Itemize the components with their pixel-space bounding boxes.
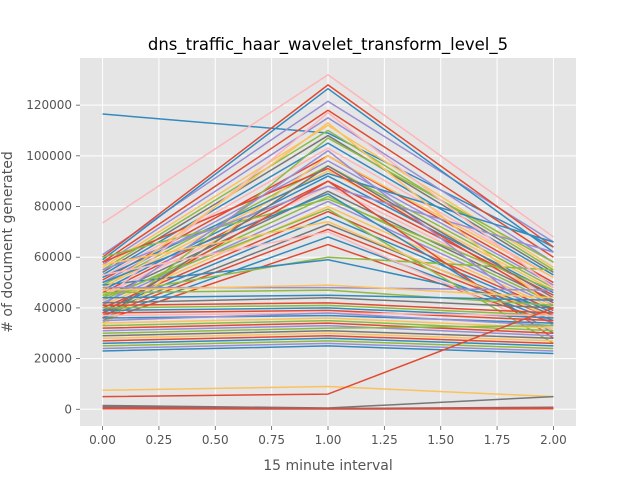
- series-line-65: [102, 332, 554, 342]
- series-line-23: [102, 205, 554, 309]
- series-line-35: [102, 167, 554, 304]
- series-line-24: [102, 210, 554, 312]
- x-tick-label: 0.75: [258, 433, 285, 447]
- series-line-43: [102, 150, 554, 327]
- series-line-27: [102, 228, 554, 319]
- series-line-16: [102, 170, 554, 291]
- series-line-63: [102, 324, 554, 334]
- series-line-52: [102, 302, 554, 314]
- series-line-5: [102, 87, 554, 261]
- series-line-28: [102, 236, 554, 322]
- series-line-67: [102, 337, 554, 347]
- series-line-45: [102, 220, 554, 319]
- series-line-68: [102, 340, 554, 350]
- y-ticks: 0 20000 40000 60000 80000 100000 120000: [26, 98, 80, 416]
- series-line-31: [102, 258, 554, 309]
- series-line-6: [102, 109, 554, 263]
- series-line-48: [102, 284, 554, 299]
- series-line-44: [102, 165, 554, 319]
- series-line-32: [102, 137, 554, 324]
- series-line-62: [102, 324, 554, 337]
- series-line-29: [102, 243, 554, 324]
- series-line-9: [102, 129, 554, 271]
- x-tick-label: 1.75: [484, 433, 511, 447]
- y-tick-label: 60000: [34, 250, 72, 264]
- series-line-57: [102, 314, 554, 324]
- y-tick-label: 40000: [34, 301, 72, 315]
- x-tick-label: 1.25: [371, 433, 398, 447]
- series-line-60: [102, 319, 554, 332]
- y-tick-label: 120000: [26, 98, 72, 112]
- y-tick-label: 100000: [26, 149, 72, 163]
- y-tick-label: 20000: [34, 352, 72, 366]
- series-line-64: [102, 329, 554, 340]
- series-line-46: [102, 231, 554, 332]
- series-line-58: [102, 312, 554, 327]
- series-line-70: [102, 345, 554, 355]
- series-line-25: [102, 215, 554, 314]
- x-tick-label: 0.50: [202, 433, 229, 447]
- series-line-72: [102, 307, 554, 398]
- series-line-51: [102, 297, 554, 309]
- x-tick-label: 1.00: [315, 433, 342, 447]
- series-line-49: [102, 289, 554, 307]
- series-line-2: [102, 73, 554, 238]
- x-ticks: 0.00 0.25 0.50 0.75 1.00 1.25 1.50 1.75 2.00: [89, 426, 567, 447]
- x-tick-label: 1.50: [427, 433, 454, 447]
- y-axis-label: # of document generated: [0, 151, 16, 333]
- series-line-4: [102, 84, 554, 258]
- x-tick-label: 2.00: [540, 433, 567, 447]
- series-line-7: [102, 117, 554, 266]
- series-line-34: [102, 172, 554, 279]
- series-line-50: [102, 294, 554, 302]
- x-axis-label: 15 minute interval: [263, 458, 392, 474]
- series-line-47: [102, 286, 554, 291]
- y-tick-label: 80000: [34, 200, 72, 214]
- series-line-71: [102, 385, 554, 398]
- x-tick-label: 0.25: [146, 433, 173, 447]
- series-line-38: [102, 111, 554, 301]
- y-tick-label: 0: [64, 402, 72, 416]
- series-line-59: [102, 317, 554, 329]
- series-line-66: [102, 335, 554, 345]
- series-layer: [102, 73, 554, 410]
- chart-title: dns_traffic_haar_wavelet_transform_level…: [148, 35, 508, 55]
- series-line-39: [102, 122, 554, 309]
- series-line-30: [102, 256, 554, 296]
- series-line-53: [102, 304, 554, 317]
- series-line-69: [102, 342, 554, 352]
- series-line-55: [102, 309, 554, 322]
- series-line-10: [102, 134, 554, 274]
- series-line-61: [102, 322, 554, 334]
- x-tick-label: 0.00: [89, 433, 116, 447]
